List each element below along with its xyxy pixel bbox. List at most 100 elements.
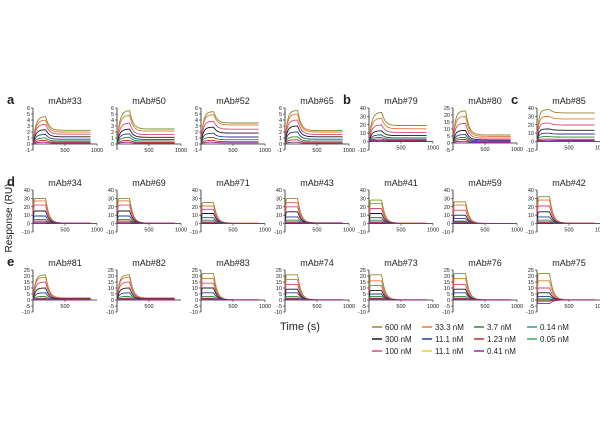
x-tick-label: 500 xyxy=(228,228,237,234)
panel-title: mAb#80 xyxy=(468,96,502,106)
y-tick-label: 20 xyxy=(276,205,282,211)
y-tick-label: 10 xyxy=(360,131,366,137)
y-tick-label: -10 xyxy=(274,230,282,236)
sensorgram-curve xyxy=(536,128,595,142)
y-tick-label: 20 xyxy=(108,274,114,280)
y-tick-label: 6 xyxy=(279,106,282,112)
sensorgram-curve xyxy=(116,141,175,145)
legend-label: 33.3 nM xyxy=(435,323,464,332)
sensorgram-curve xyxy=(32,281,91,301)
y-tick-label: 40 xyxy=(192,188,198,194)
sensorgram-curve xyxy=(452,116,511,144)
y-tick-label: 0 xyxy=(363,222,366,228)
sensorgram-curve xyxy=(200,298,259,301)
sensorgram-curve xyxy=(116,221,175,225)
y-tick-label: 1 xyxy=(279,136,282,142)
sensorgram-curve xyxy=(536,122,595,142)
sensorgram-curve xyxy=(284,125,343,145)
sensorgram-curve xyxy=(116,128,175,145)
sensorgram-curve xyxy=(536,205,595,224)
y-tick-label: 10 xyxy=(360,213,366,219)
y-tick-label: -10 xyxy=(442,310,450,316)
x-tick-label: 500 xyxy=(312,304,321,310)
y-tick-label: -5 xyxy=(445,148,450,154)
y-tick-label: 5 xyxy=(111,112,114,118)
y-tick-label: 20 xyxy=(444,205,450,211)
y-tick-label: -10 xyxy=(22,310,30,316)
legend-label: 100 nM xyxy=(385,347,412,356)
sensorgram-curve xyxy=(200,222,259,225)
sensorgram-curve xyxy=(32,298,91,301)
y-tick-label: -10 xyxy=(526,230,534,236)
y-tick-label: 5 xyxy=(111,292,114,298)
x-tick-label: 1000 xyxy=(511,304,523,310)
sensorgram-curve xyxy=(200,111,259,145)
sensorgram-curve xyxy=(116,114,175,145)
y-tick-label: 25 xyxy=(444,268,450,274)
sensorgram-curve xyxy=(452,298,511,301)
y-tick-label: 10 xyxy=(528,131,534,137)
panel-title: mAb#71 xyxy=(216,178,250,188)
sensorgram-panel: c mAb#85 -10 0 10 20 30 40 500 1000 xyxy=(511,92,600,154)
y-tick-label: 40 xyxy=(24,188,30,194)
sensorgram-curve xyxy=(200,139,259,145)
x-tick-label: 1000 xyxy=(511,147,523,153)
y-tick-label: -10 xyxy=(106,230,114,236)
x-tick-label: 1000 xyxy=(427,146,439,152)
x-tick-label: 1000 xyxy=(91,148,103,154)
y-tick-label: 4 xyxy=(27,118,30,124)
sensorgram-panel: d mAb#34 -10 0 10 20 30 40 500 1000 xyxy=(7,174,103,236)
sensorgram-curve xyxy=(368,134,427,142)
y-tick-label: -5 xyxy=(277,304,282,310)
y-tick-label: 4 xyxy=(195,118,198,124)
sensorgram-curve xyxy=(368,124,427,142)
y-tick-label: 20 xyxy=(24,274,30,280)
sensorgram-curve xyxy=(200,120,259,145)
sensorgram-curve xyxy=(32,129,91,145)
legend-label: 0.05 nM xyxy=(540,335,569,344)
legend-label: 3.7 nM xyxy=(487,323,512,332)
y-tick-label: 40 xyxy=(108,188,114,194)
y-tick-label: 40 xyxy=(528,188,534,194)
y-tick-label: 0 xyxy=(279,222,282,228)
x-tick-label: 1000 xyxy=(259,304,271,310)
y-tick-label: 15 xyxy=(24,280,30,286)
y-axis-label: Response (RU) xyxy=(4,184,15,253)
y-tick-label: 20 xyxy=(360,123,366,129)
x-tick-label: 500 xyxy=(144,148,153,154)
sensorgram-curve xyxy=(200,141,259,145)
sensorgram-curve xyxy=(536,299,595,305)
panel-letter: d xyxy=(7,174,15,189)
y-tick-label: 0 xyxy=(531,140,534,146)
sensorgram-panel: mAb#43 -10 0 10 20 30 40 500 1000 xyxy=(274,178,355,236)
y-tick-label: 30 xyxy=(192,196,198,202)
x-axis-label: Time (s) xyxy=(280,321,320,333)
sensorgram-curve xyxy=(284,119,343,145)
panel-letter: e xyxy=(7,254,14,269)
sensorgram-curve xyxy=(368,298,427,301)
y-tick-label: 3 xyxy=(111,124,114,130)
y-tick-label: 15 xyxy=(276,280,282,286)
sensorgram-curve xyxy=(452,129,511,144)
y-tick-label: 10 xyxy=(444,286,450,292)
y-tick-label: 25 xyxy=(528,268,534,274)
y-tick-label: 40 xyxy=(276,188,282,194)
sensorgram-curve xyxy=(284,131,343,145)
sensorgram-curve xyxy=(284,283,343,301)
x-tick-label: 500 xyxy=(60,228,69,234)
legend-label: 1.23 nM xyxy=(487,335,516,344)
y-tick-label: 10 xyxy=(276,213,282,219)
y-tick-label: 20 xyxy=(360,205,366,211)
sensorgram-curve xyxy=(32,116,91,145)
y-tick-label: 30 xyxy=(528,196,534,202)
y-tick-label: 0 xyxy=(447,141,450,147)
panel-letter: c xyxy=(511,92,518,107)
y-tick-label: -10 xyxy=(190,230,198,236)
y-tick-label: 5 xyxy=(27,292,30,298)
y-tick-label: 0 xyxy=(279,298,282,304)
y-tick-label: 30 xyxy=(24,196,30,202)
